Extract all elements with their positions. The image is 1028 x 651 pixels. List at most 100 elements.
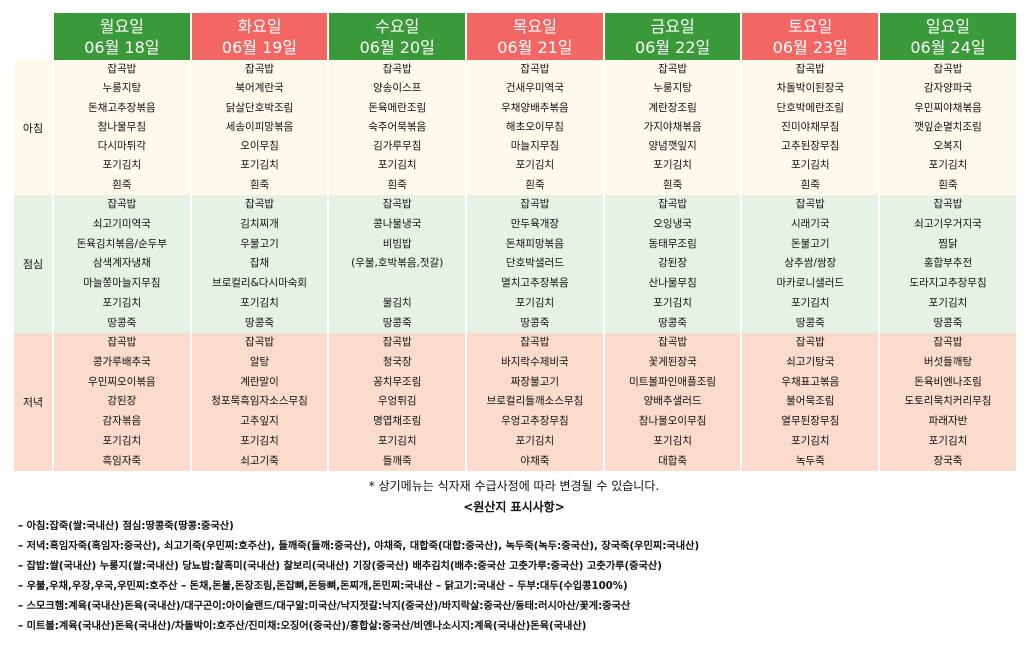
menu-item: 마늘지무침 xyxy=(510,140,560,153)
menu-item-list: 잡곡밥 콩가루배추국 우민찌오이볶음 강된장 감자볶음 포기김치 흑임자죽 xyxy=(54,333,190,471)
menu-item: 참나물무침 xyxy=(97,120,146,133)
day-header: 화요일 06월 19일 xyxy=(189,13,330,60)
menu-cell: 잡곡밥 콩나물냉국 비빔밥 (우불,호박볶음,젓갈) 물김치 땅콩죽 xyxy=(327,195,468,334)
day-name: 월요일 xyxy=(99,16,144,36)
menu-item: 해초오이무침 xyxy=(505,120,564,133)
menu-item: 우엉고추장무침 xyxy=(501,415,569,428)
menu-item: 산나물무침 xyxy=(648,277,697,290)
menu-item: 오복지 xyxy=(933,140,963,153)
menu-item: 숙주어묵볶음 xyxy=(368,120,427,133)
menu-item: 쇠고기탕국 xyxy=(786,355,835,368)
menu-item: 잡곡밥 xyxy=(795,336,825,349)
meal-label: 점심 xyxy=(12,195,54,334)
menu-item: 포기김치 xyxy=(240,159,279,172)
menu-cell: 잡곡밥 누룽지탕 계란장조림 가지야채볶음 양념깻잎지 포기김치 흰죽 xyxy=(602,60,743,196)
menu-item: 북어계란국 xyxy=(235,82,284,95)
menu-item-list: 잡곡밥 감자양파국 우민찌야채볶음 깻잎순멸치조림 오복지 포기김치 흰죽 xyxy=(880,60,1016,195)
menu-item-list: 잡곡밥 바지락수제비국 짜장불고기 브로컬리들깨소스무침 우엉고추장무침 포기김치 야채죽 xyxy=(467,333,603,471)
menu-item: 잡곡밥 xyxy=(107,336,137,349)
menu-item: 잡곡밥 xyxy=(107,63,137,75)
menu-item: 진미야채무침 xyxy=(781,120,840,133)
menu-cell: 잡곡밥 바지락수제비국 짜장불고기 브로컬리들깨소스무침 우엉고추장무침 포기김치 야채죽 xyxy=(465,333,605,472)
menu-item: 포기김치 xyxy=(515,434,555,447)
menu-item: 누룽지탕 xyxy=(102,82,142,95)
menu-item: 포기김치 xyxy=(790,296,830,309)
menu-cell: 잡곡밥 북어계란국 닭살단호박조림 세송이피망볶음 오이무침 포기김치 흰죽 xyxy=(189,60,330,196)
menu-item: 흰죽 xyxy=(662,178,683,191)
menu-item: 김치찌개 xyxy=(240,217,279,230)
menu-item: (우불,호박볶음,젓갈) xyxy=(351,257,444,270)
menu-cell: 잡곡밥 양송이스프 돈육메란조림 숙주어묵볶음 김가루무침 포기김치 흰죽 xyxy=(327,60,468,196)
menu-item: 양배추샐러드 xyxy=(643,395,702,408)
meal-label: 아침 xyxy=(12,60,54,196)
menu-item: 불어묵조림 xyxy=(786,395,835,408)
day-header: 수요일 06월 20일 xyxy=(327,13,468,60)
menu-item: 돈불고기 xyxy=(790,237,830,250)
menu-item: 우채양배추볶음 xyxy=(501,101,569,114)
origin-line: – 우불,우채,우장,우국,우민찌:호주산 – 돈채,돈불,돈장조림,돈잡뼈,돈… xyxy=(18,581,628,592)
menu-item: 잡곡밥 xyxy=(520,336,550,349)
menu-cell: 잡곡밥 차돌박이된장국 단호박메란조림 진미야채무침 고추된장무침 포기김치 흰죽 xyxy=(740,60,881,196)
menu-item: 흰죽 xyxy=(938,178,958,191)
menu-item: 강된장 xyxy=(107,395,137,408)
menu-item: 포기김치 xyxy=(790,159,830,172)
menu-item: 쇠고기미역국 xyxy=(92,217,151,230)
menu-item: 버섯들깨탕 xyxy=(923,355,973,368)
day-header: 일요일 06월 24일 xyxy=(878,13,1018,60)
day-name: 화요일 xyxy=(237,16,282,36)
menu-item: 잡곡밥 xyxy=(382,336,412,349)
menu-item: 들깨죽 xyxy=(382,454,412,467)
menu-item: 우불고기 xyxy=(240,237,279,250)
menu-item-list: 잡곡밥 차돌박이된장국 단호박메란조림 진미야채무침 고추된장무침 포기김치 흰죽 xyxy=(742,60,878,195)
day-date: 06월 20일 xyxy=(359,37,435,57)
menu-item: 쇠고기죽 xyxy=(240,454,279,467)
day-header: 월요일 06월 18일 xyxy=(52,13,192,60)
origin-line: – 미트볼:계육(국내산)돈육(국내산)/차돌박이:호주산/진미채:오징어(중국… xyxy=(18,621,587,632)
menu-cell: 잡곡밥 청국장 꽁치무조림 우엉튀김 명엽채조림 포기김치 들깨죽 xyxy=(327,333,468,472)
menu-item: 잡곡밥 xyxy=(658,198,688,211)
menu-item: 양송이스프 xyxy=(373,82,422,95)
menu-item: 땅콩죽 xyxy=(245,316,275,329)
menu-item: 땅콩죽 xyxy=(795,316,825,329)
menu-item: 브로컬리&다시마숙회 xyxy=(211,277,308,290)
menu-item: 돈육비엔나조림 xyxy=(914,375,982,388)
menu-item: 물김치 xyxy=(382,296,412,309)
day-header: 토요일 06월 23일 xyxy=(740,13,881,60)
menu-cell: 잡곡밥 김치찌개 우불고기 잡채 브로컬리&다시마숙회 포기김치 땅콩죽 xyxy=(189,195,330,334)
day-date: 06월 24일 xyxy=(910,37,986,57)
menu-item: 장국죽 xyxy=(933,454,963,467)
menu-item-list: 잡곡밥 만두육개장 돈채피망볶음 단호박샐러드 멸치고추장볶음 포기김치 땅콩죽 xyxy=(467,195,603,333)
menu-item: 멸치고추장볶음 xyxy=(501,277,569,290)
menu-cell: 잡곡밥 시래기국 돈불고기 상추쌈/쌈장 마카로니샐러드 포기김치 땅콩죽 xyxy=(740,195,881,334)
menu-item: 흑임자죽 xyxy=(102,454,142,467)
menu-cell: 잡곡밥 건새우미역국 우채양배추볶음 해초오이무침 마늘지무침 포기김치 흰죽 xyxy=(465,60,605,196)
menu-item: 미트볼파인애플조림 xyxy=(629,375,717,388)
menu-item: 잡곡밥 xyxy=(520,198,550,211)
meal-row-dinner: 저녁 잡곡밥 콩가루배추국 우민찌오이볶음 강된장 감자볶음 포기김치 흑임자죽 잡곡밥 알탕 계란… xyxy=(12,333,1018,472)
menu-item: 돈육김치볶음/순두부 xyxy=(76,237,168,250)
menu-item: 잡곡밥 xyxy=(382,198,412,211)
menu-cell: 잡곡밥 쇠고기우거지국 찜닭 홍합부추전 도라지고추장무침 포기김치 땅콩죽 xyxy=(878,195,1018,334)
menu-item: 우민찌야채볶음 xyxy=(914,101,982,114)
day-name: 일요일 xyxy=(925,16,971,36)
menu-item: 콩가루배추국 xyxy=(92,355,151,368)
menu-item: 만두육개장 xyxy=(510,217,560,230)
menu-item: 땅콩죽 xyxy=(107,316,137,329)
day-name: 금요일 xyxy=(650,16,695,36)
menu-item-list: 잡곡밥 콩나물냉국 비빔밥 (우불,호박볶음,젓갈) 물김치 땅콩죽 xyxy=(329,195,465,333)
menu-item: 도라지고추장무침 xyxy=(909,277,987,290)
day-header: 목요일 06월 21일 xyxy=(465,13,605,60)
menu-item: 땅콩죽 xyxy=(658,316,688,329)
menu-item: 땅콩죽 xyxy=(382,316,412,329)
header-corner xyxy=(13,13,53,60)
menu-item-list: 잡곡밥 쇠고기미역국 돈육김치볶음/순두부 삼색계자냉채 마늘쫑마늘지무침 포기김치 땅콩죽 xyxy=(54,195,190,333)
menu-item: 야채죽 xyxy=(520,454,550,467)
menu-item: 포기김치 xyxy=(515,159,555,172)
menu-item: 포기김치 xyxy=(240,296,279,309)
menu-item: 단호박샐러드 xyxy=(505,257,564,270)
menu-item: 바지락수제비국 xyxy=(501,355,569,368)
menu-item-list: 잡곡밥 북어계란국 닭살단호박조림 세송이피망볶음 오이무침 포기김치 흰죽 xyxy=(192,60,328,195)
day-date: 06월 18일 xyxy=(84,37,160,57)
menu-item: 흰죽 xyxy=(249,178,270,191)
menu-item: 우채표고볶음 xyxy=(781,375,840,388)
